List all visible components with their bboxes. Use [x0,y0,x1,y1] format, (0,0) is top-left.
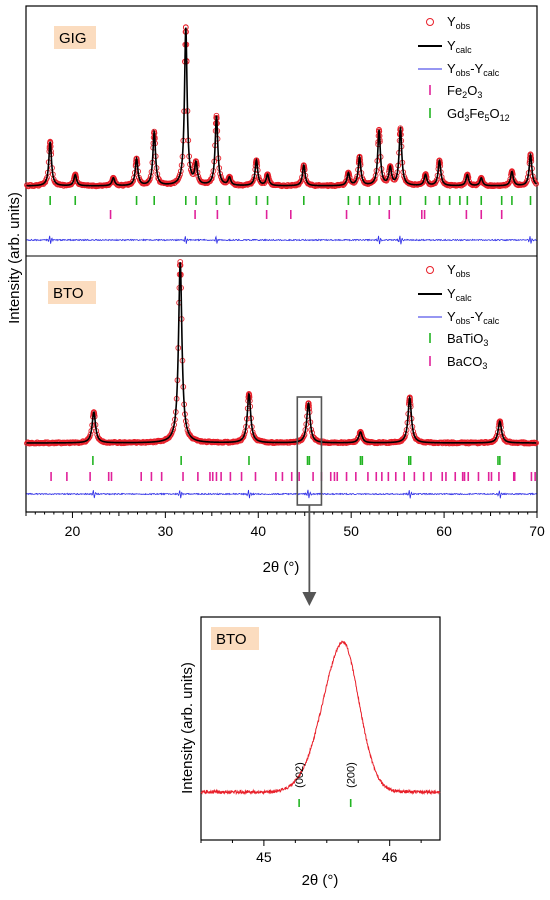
x-tick-label: 20 [65,523,81,539]
calculated-line-gig [26,27,537,187]
inset-plot: BTO (002) (200) 45 46 Intensity (arb. units… [179,616,441,889]
legend-label-gd3fe5o12: Gd3Fe5O12 [447,106,510,123]
observed-point [532,179,539,186]
observed-point [533,180,540,187]
difference-line-gig [26,235,537,245]
legend-gig: Yobs Ycalc Yobs-Ycalc Fe2O3 Gd3Fe5O12 [418,14,510,123]
zoom-indicator [296,396,323,606]
x-tick-label: 40 [250,523,266,539]
legend-label-ycalc: Ycalc [447,38,472,55]
legend-label-yobs: Yobs [447,262,471,279]
inset-plot-frame [200,616,441,841]
y-axis-title: Intensity (arb. units) [6,192,23,324]
reflection-ticks-fe2o3 [109,210,503,219]
observed-point [297,179,304,185]
legend-label-ycalc: Ycalc [447,286,472,303]
x-tick-label: 30 [158,523,174,539]
x-tick-label: 50 [343,523,359,539]
zoom-arrow-head [302,592,317,606]
sample-label-box-inset [211,627,259,650]
observed-point [342,179,349,185]
sample-label-gig: GIG [59,30,87,47]
legend-bto: Yobs Ycalc Yobs-Ycalc BaTiO3 BaCO3 [418,262,500,371]
legend-label-ydiff: Yobs-Ycalc [447,309,500,326]
sample-label-inset: BTO [216,631,247,648]
x-tick-label: 60 [436,523,452,539]
difference-line-bto [26,489,537,499]
legend-symbol-yobs [426,266,434,274]
main-plot-frame [25,5,538,513]
calculated-line-bto [26,262,537,444]
observed-point [238,435,245,442]
x-axis-title: 2θ (°) [263,559,300,576]
inset-y-axis-title: Intensity (arb. units) [179,662,196,794]
legend-label-yobs: Yobs [447,14,471,31]
inset-x-axis-title: 2θ (°) [302,872,339,889]
sample-label-box-bto [48,281,96,304]
main-plot: 20 30 40 50 60 70 GIG BTO Yobs Ycalc Yobs-Yca… [6,5,545,576]
inset-x-tick-label: 45 [256,849,272,865]
reflection-ticks-batio3 [92,456,501,465]
legend-label-ydiff: Yobs-Ycalc [447,61,500,78]
legend-label-batio3: BaTiO3 [447,331,488,348]
inset-hkl-label: (002) [294,762,306,788]
legend-label-fe2o3: Fe2O3 [447,83,482,100]
reflection-ticks-gd3fe5o12 [49,196,532,205]
inset-hkl-label: (200) [346,762,358,788]
reflection-ticks-baco3 [50,472,536,481]
inset-x-tick-label: 46 [382,849,398,865]
legend-label-baco3: BaCO3 [447,354,487,371]
observed-point [474,181,481,187]
sample-label-bto: BTO [53,285,84,302]
observed-point [240,433,247,440]
observed-series-bto [24,259,540,447]
inset-observed-line [200,640,441,796]
legend-symbol-yobs [426,18,434,26]
sample-label-box-gig [54,26,96,49]
x-tick-label: 70 [529,523,545,539]
